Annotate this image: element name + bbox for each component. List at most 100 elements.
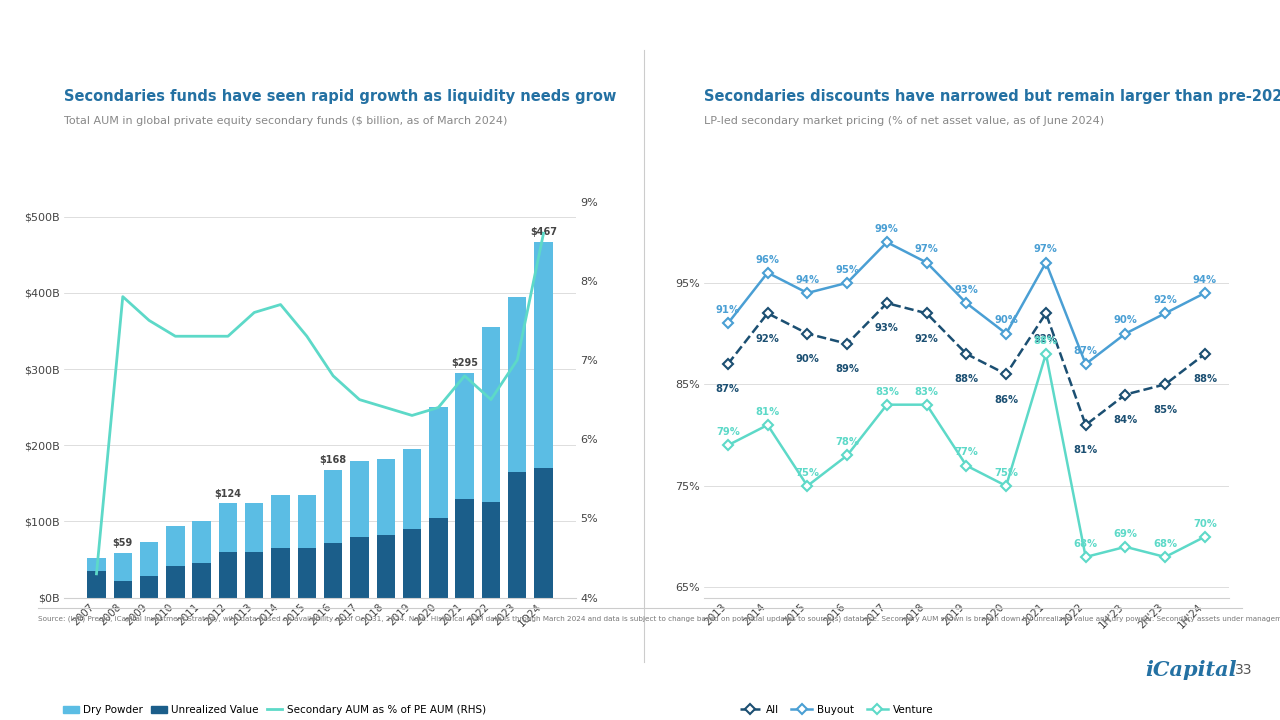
Text: 99%: 99%	[876, 224, 899, 234]
Bar	[244, 503, 264, 552]
Buyout	[879, 238, 895, 246]
Legend: All, Buyout, Venture: All, Buyout, Venture	[736, 701, 938, 719]
Bar	[351, 536, 369, 598]
Text: 87%: 87%	[1074, 346, 1098, 356]
Buyout	[959, 299, 974, 307]
Text: 89%: 89%	[835, 364, 859, 374]
Text: 96%: 96%	[755, 255, 780, 264]
Buyout	[998, 329, 1014, 338]
Bar	[324, 543, 342, 598]
Bar	[429, 518, 448, 598]
Bar	[403, 449, 421, 529]
Text: 87%: 87%	[716, 384, 740, 395]
Text: $467: $467	[530, 228, 557, 238]
Text: $295: $295	[451, 359, 479, 369]
Text: 78%: 78%	[835, 437, 859, 447]
Bar	[114, 553, 132, 581]
Text: 86%: 86%	[995, 395, 1018, 405]
Text: Source: (left) Preqin, iCapital Investment Strategy, with data based on availabi: Source: (left) Preqin, iCapital Investme…	[38, 616, 1280, 622]
Text: 93%: 93%	[876, 323, 899, 333]
Venture	[998, 482, 1014, 490]
Text: 97%: 97%	[1034, 244, 1057, 254]
Venture	[1038, 350, 1053, 359]
Bar	[114, 581, 132, 598]
Buyout	[1197, 289, 1212, 297]
Bar	[219, 503, 237, 552]
Venture	[721, 441, 736, 449]
All	[1038, 309, 1053, 318]
Bar	[534, 468, 553, 598]
Text: $124: $124	[215, 489, 242, 498]
All	[1117, 390, 1133, 399]
Venture	[959, 462, 974, 470]
Venture	[879, 400, 895, 409]
Text: 97%: 97%	[915, 244, 938, 254]
Bar	[508, 297, 526, 472]
Text: 92%: 92%	[1153, 295, 1178, 305]
Buyout	[1078, 360, 1093, 369]
Bar	[508, 472, 526, 598]
Text: 83%: 83%	[915, 387, 938, 397]
Buyout	[760, 269, 776, 277]
Text: 84%: 84%	[1114, 415, 1138, 425]
Bar	[376, 535, 396, 598]
Text: 75%: 75%	[995, 468, 1018, 478]
Buyout	[919, 258, 934, 267]
All	[1197, 350, 1212, 359]
Text: 88%: 88%	[1193, 374, 1217, 384]
Bar	[271, 495, 289, 548]
Text: 77%: 77%	[955, 447, 978, 457]
Venture	[760, 420, 776, 429]
Text: 33: 33	[1235, 662, 1253, 677]
Line: Buyout: Buyout	[724, 239, 1208, 367]
Bar	[166, 526, 184, 566]
Bar	[140, 542, 159, 576]
Line: All: All	[724, 300, 1208, 428]
Text: 93%: 93%	[955, 285, 978, 295]
Text: 68%: 68%	[1153, 539, 1178, 549]
Text: 92%: 92%	[915, 333, 938, 343]
Bar	[298, 548, 316, 598]
All	[840, 339, 855, 348]
Text: Secondaries discounts have narrowed but remain larger than pre-2021: Secondaries discounts have narrowed but …	[704, 89, 1280, 104]
Bar	[481, 328, 500, 503]
Text: Total AUM in global private equity secondary funds ($ billion, as of March 2024): Total AUM in global private equity secon…	[64, 116, 507, 126]
Text: 90%: 90%	[995, 315, 1018, 325]
All	[879, 299, 895, 307]
Text: 94%: 94%	[1193, 275, 1217, 285]
Buyout	[1038, 258, 1053, 267]
Text: 83%: 83%	[876, 387, 899, 397]
Bar	[244, 552, 264, 598]
Venture	[1197, 532, 1212, 541]
Text: 88%: 88%	[1034, 336, 1059, 346]
Text: 70%: 70%	[1193, 518, 1217, 528]
Bar	[351, 461, 369, 536]
Text: 85%: 85%	[1153, 405, 1178, 415]
Text: $59: $59	[113, 538, 133, 548]
All	[998, 370, 1014, 379]
Text: Secondaries funds have seen rapid growth as liquidity needs grow: Secondaries funds have seen rapid growth…	[64, 89, 617, 104]
Bar	[140, 576, 159, 598]
Line: Venture: Venture	[724, 351, 1208, 560]
Text: 75%: 75%	[795, 468, 819, 478]
Buyout	[840, 279, 855, 287]
Text: 90%: 90%	[795, 354, 819, 364]
Text: 69%: 69%	[1114, 528, 1138, 539]
Bar	[376, 459, 396, 535]
Bar	[534, 242, 553, 468]
All	[1078, 420, 1093, 429]
Bar	[166, 566, 184, 598]
Text: 88%: 88%	[955, 374, 978, 384]
All	[760, 309, 776, 318]
Text: 92%: 92%	[1034, 333, 1057, 343]
Text: iCapital: iCapital	[1146, 660, 1236, 680]
Text: 94%: 94%	[795, 275, 819, 285]
Buyout	[1117, 329, 1133, 338]
Text: 79%: 79%	[716, 427, 740, 437]
Buyout	[1157, 309, 1172, 318]
Bar	[403, 529, 421, 598]
All	[800, 329, 815, 338]
Legend: Dry Powder, Unrealized Value, Secondary AUM as % of PE AUM (RHS): Dry Powder, Unrealized Value, Secondary …	[59, 701, 490, 719]
Buyout	[800, 289, 815, 297]
All	[919, 309, 934, 318]
